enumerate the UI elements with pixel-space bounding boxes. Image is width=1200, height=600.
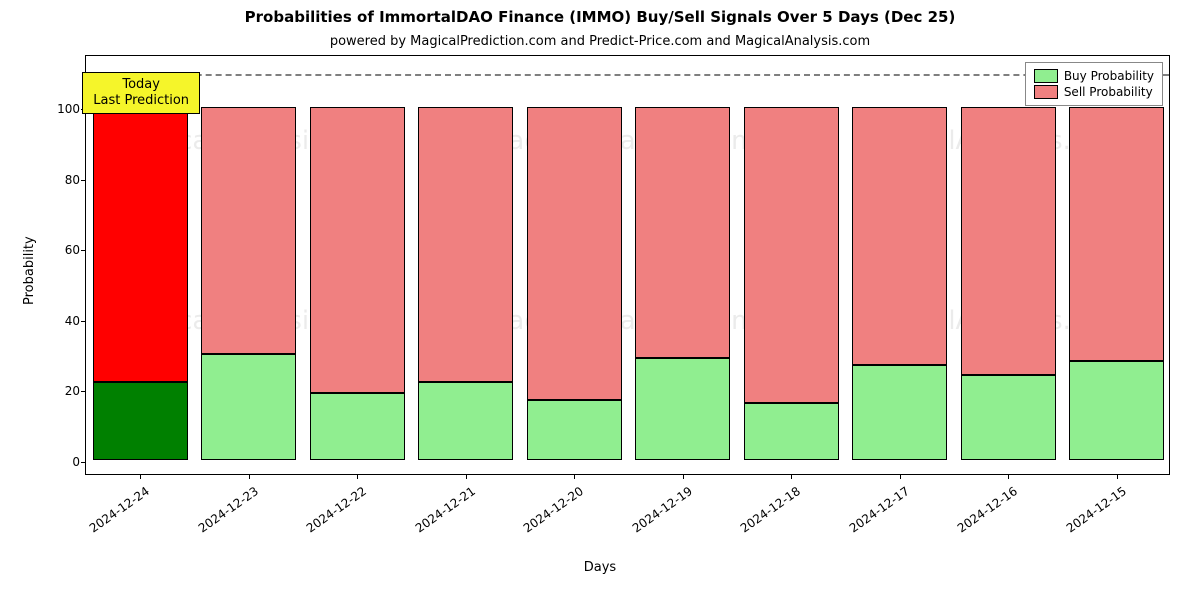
- x-tick-mark: [1008, 474, 1009, 479]
- buy-bar: [93, 382, 188, 460]
- figure: Probabilities of ImmortalDAO Finance (IM…: [0, 0, 1200, 600]
- x-tick-label: 2024-12-17: [847, 484, 912, 535]
- y-axis-label: Probability: [22, 236, 37, 305]
- today-annotation: TodayLast Prediction: [82, 72, 200, 115]
- buy-bar: [744, 403, 839, 459]
- x-tick-mark: [574, 474, 575, 479]
- x-tick-label: 2024-12-18: [738, 484, 803, 535]
- x-tick-label: 2024-12-21: [413, 484, 478, 535]
- y-tick-mark: [81, 180, 86, 181]
- sell-bar: [852, 107, 947, 365]
- buy-bar: [418, 382, 513, 460]
- buy-bar: [1069, 361, 1164, 460]
- x-tick-mark: [357, 474, 358, 479]
- sell-bar: [635, 107, 730, 358]
- buy-bar: [527, 400, 622, 460]
- x-tick-label: 2024-12-15: [1064, 484, 1129, 535]
- legend: Buy Probability Sell Probability: [1025, 62, 1163, 106]
- legend-item: Sell Probability: [1034, 85, 1154, 99]
- y-tick-mark: [81, 462, 86, 463]
- x-tick-label: 2024-12-16: [955, 484, 1020, 535]
- plot-area: MagicalAnalysis.com MagicalAnalysis.com …: [85, 55, 1170, 475]
- legend-swatch: [1034, 85, 1058, 99]
- sell-bar: [1069, 107, 1164, 361]
- x-tick-label: 2024-12-19: [630, 484, 695, 535]
- x-tick-mark: [900, 474, 901, 479]
- y-tick-mark: [81, 391, 86, 392]
- buy-bar: [961, 375, 1056, 460]
- x-tick-mark: [466, 474, 467, 479]
- x-tick-label: 2024-12-20: [521, 484, 586, 535]
- x-tick-mark: [140, 474, 141, 479]
- x-tick-mark: [1117, 474, 1118, 479]
- legend-label: Sell Probability: [1064, 85, 1153, 99]
- buy-bar: [852, 365, 947, 460]
- legend-label: Buy Probability: [1064, 69, 1154, 83]
- legend-swatch: [1034, 69, 1058, 83]
- sell-bar: [310, 107, 405, 393]
- gridline: [86, 74, 1169, 76]
- sell-bar: [201, 107, 296, 354]
- y-tick-mark: [81, 250, 86, 251]
- x-tick-mark: [791, 474, 792, 479]
- annotation-line2: Last Prediction: [93, 93, 189, 109]
- buy-bar: [635, 358, 730, 460]
- x-axis-label: Days: [0, 560, 1200, 575]
- sell-bar: [418, 107, 513, 382]
- sell-bar: [744, 107, 839, 403]
- sell-bar: [527, 107, 622, 400]
- x-tick-label: 2024-12-22: [304, 484, 369, 535]
- legend-item: Buy Probability: [1034, 69, 1154, 83]
- sell-bar: [93, 107, 188, 382]
- x-tick-mark: [683, 474, 684, 479]
- chart-subtitle: powered by MagicalPrediction.com and Pre…: [0, 34, 1200, 49]
- x-tick-label: 2024-12-24: [87, 484, 152, 535]
- x-tick-label: 2024-12-23: [196, 484, 261, 535]
- annotation-line1: Today: [93, 77, 189, 93]
- x-tick-mark: [249, 474, 250, 479]
- chart-title: Probabilities of ImmortalDAO Finance (IM…: [0, 8, 1200, 26]
- y-tick-mark: [81, 321, 86, 322]
- buy-bar: [201, 354, 296, 460]
- buy-bar: [310, 393, 405, 460]
- sell-bar: [961, 107, 1056, 375]
